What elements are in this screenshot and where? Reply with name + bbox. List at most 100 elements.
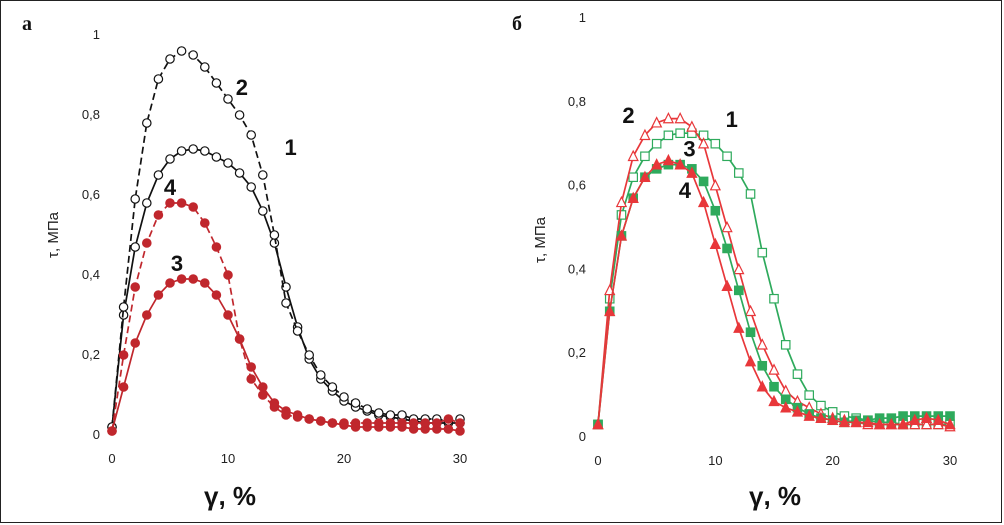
data-point (780, 384, 792, 396)
data-point (769, 293, 779, 304)
data-point (639, 170, 651, 183)
data-point (200, 218, 210, 228)
data-point (756, 380, 768, 392)
data-point (674, 158, 686, 170)
data-point (803, 409, 815, 421)
data-point (756, 338, 768, 350)
data-point (604, 304, 616, 317)
data-point (628, 172, 638, 183)
series-1 (107, 144, 465, 432)
curve-label-1: 1 (726, 107, 738, 132)
data-point (792, 369, 803, 379)
y-tick-label: 0,2 (568, 345, 586, 360)
data-point (791, 405, 804, 417)
data-point (745, 189, 756, 199)
x-tick-label: 30 (453, 451, 467, 466)
data-point (838, 415, 851, 428)
data-point (862, 415, 874, 428)
data-point (651, 138, 662, 149)
data-point (662, 153, 675, 166)
data-point (339, 418, 349, 428)
data-point (650, 158, 663, 170)
data-point (142, 310, 152, 320)
data-point (130, 338, 140, 348)
data-point (373, 418, 384, 428)
data-point (153, 74, 164, 84)
series-4 (107, 198, 465, 436)
data-point (211, 78, 222, 88)
data-point (176, 146, 187, 156)
data-point (686, 166, 698, 178)
curve-label-4: 4 (164, 175, 177, 200)
data-point (944, 417, 956, 430)
data-point (142, 198, 152, 208)
data-point (223, 310, 233, 320)
series-line-2 (111, 50, 461, 428)
data-point (188, 202, 198, 212)
series-line-4 (111, 202, 461, 432)
data-point (697, 195, 710, 208)
data-point (350, 398, 361, 408)
data-point (246, 130, 256, 140)
data-point (176, 46, 187, 56)
data-point (130, 282, 140, 292)
data-point (153, 290, 164, 300)
data-point (397, 418, 407, 428)
data-point (639, 128, 651, 141)
data-point (769, 381, 779, 392)
y-tick-label: 1 (579, 10, 586, 25)
data-point (615, 195, 628, 208)
curve-label-3: 3 (171, 251, 183, 276)
data-point (327, 382, 338, 392)
series-4 (592, 153, 956, 430)
x-tick-label: 0 (594, 453, 601, 468)
data-point (165, 154, 175, 164)
panel-a-label: а (22, 13, 32, 35)
data-point (744, 355, 757, 367)
data-point (710, 138, 721, 149)
data-point (909, 413, 921, 426)
data-point (757, 360, 768, 371)
data-point (234, 110, 245, 120)
data-point (269, 402, 280, 412)
x-tick-label: 20 (825, 453, 839, 468)
data-point (408, 418, 419, 428)
data-point (200, 62, 210, 72)
y-tick-label: 1 (93, 27, 100, 42)
panel-b-xlabel: γ, % (749, 481, 801, 511)
data-point (897, 417, 909, 430)
y-tick-label: 0,6 (82, 187, 100, 202)
data-point (721, 279, 733, 291)
data-point (733, 168, 744, 178)
data-point (768, 363, 780, 375)
panel-b-label: б (512, 13, 522, 35)
data-point (722, 243, 732, 254)
data-point (304, 414, 314, 424)
data-point (616, 210, 627, 220)
data-point (804, 390, 814, 400)
x-tick-label: 20 (337, 451, 351, 466)
data-point (757, 247, 768, 258)
data-point (615, 229, 628, 241)
data-point (257, 206, 268, 216)
y-tick-label: 0 (93, 427, 100, 442)
data-point (709, 179, 722, 191)
data-point (223, 94, 233, 104)
y-tick-label: 0,4 (82, 267, 100, 282)
data-point (744, 304, 757, 317)
data-point (211, 242, 222, 252)
data-point (315, 416, 326, 426)
data-point (257, 170, 268, 180)
data-point (165, 198, 175, 208)
panel-b: б τ, МПа γ, % 0 10 20 30 0 0,2 0,4 0,6 0,8 1 2 1 3… (512, 10, 957, 511)
curve-label-3: 3 (683, 136, 695, 161)
data-point (650, 116, 663, 128)
y-tick-label: 0,4 (568, 261, 586, 276)
data-point (663, 130, 674, 141)
data-point (281, 282, 291, 292)
data-point (745, 327, 756, 338)
data-point (455, 426, 465, 436)
data-point (592, 417, 604, 430)
y-tick-label: 0 (579, 429, 586, 444)
